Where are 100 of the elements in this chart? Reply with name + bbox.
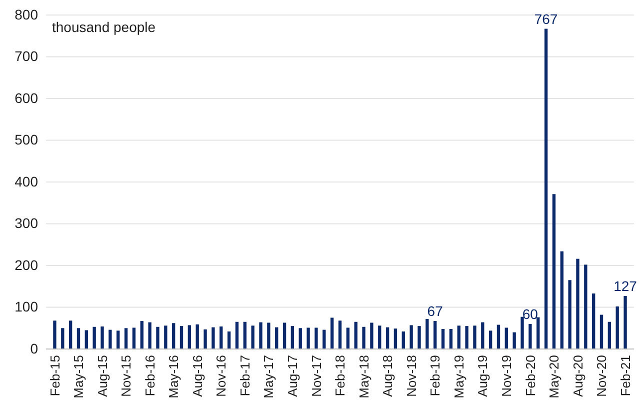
- bar: [227, 331, 231, 349]
- bar: [243, 322, 246, 349]
- bar: [624, 296, 627, 349]
- bar: [488, 330, 492, 349]
- bar: [560, 251, 564, 349]
- data-label: 127: [614, 278, 638, 294]
- bar: [512, 332, 516, 349]
- bar: [220, 326, 223, 349]
- x-tick-label: Feb-20: [522, 355, 538, 396]
- y-tick-label: 300: [14, 215, 38, 232]
- y-tick-label: 700: [14, 48, 38, 64]
- x-tick-label: Aug-16: [190, 355, 205, 397]
- y-axis-title: thousand people: [52, 19, 156, 35]
- bar: [410, 325, 413, 349]
- bar: [481, 322, 484, 349]
- y-tick-label: 500: [14, 132, 38, 148]
- bar: [204, 329, 207, 349]
- bar: [68, 320, 72, 349]
- bar: [528, 324, 532, 349]
- bar: [322, 330, 326, 349]
- bar: [61, 328, 64, 349]
- x-tick-label: Nov-20: [594, 355, 610, 397]
- bar: [426, 318, 429, 349]
- x-tick-label: Nov-18: [404, 355, 419, 397]
- x-tick-label: Aug-18: [380, 355, 396, 397]
- bar: [140, 321, 144, 349]
- bar: [362, 326, 366, 349]
- bar: [370, 322, 374, 349]
- bar: [212, 327, 215, 349]
- bar: [552, 194, 556, 349]
- bar: [267, 322, 270, 349]
- bar: [592, 293, 596, 349]
- x-tick-label: Nov-17: [308, 355, 324, 397]
- bar: [394, 328, 398, 349]
- bar: [354, 322, 358, 349]
- bar: [116, 330, 120, 349]
- x-tick-label: Nov-15: [118, 355, 134, 397]
- bar: [418, 326, 421, 349]
- bar: [576, 258, 580, 349]
- bar: [584, 264, 588, 349]
- data-label: 67: [427, 303, 444, 320]
- x-tick-label: Feb-18: [332, 355, 348, 396]
- bar: [92, 326, 96, 349]
- data-label: 767: [534, 10, 558, 27]
- x-tick-label: Aug-17: [285, 355, 300, 397]
- bar: [290, 326, 294, 349]
- bar: [275, 327, 278, 349]
- bar: [496, 324, 500, 349]
- x-tick-label: Nov-19: [498, 355, 514, 397]
- y-tick-label: 0: [30, 340, 38, 356]
- x-tick-label: Feb-19: [428, 355, 443, 396]
- data-label: 60: [522, 306, 538, 322]
- x-tick-label: Aug-20: [570, 355, 586, 397]
- bar: [84, 330, 88, 349]
- x-tick-label: May-20: [546, 355, 562, 398]
- y-tick-label: 400: [14, 173, 38, 190]
- bar: [148, 322, 152, 349]
- x-tick-label: May-16: [166, 355, 182, 398]
- bar: [196, 324, 199, 349]
- x-tick-label: May-19: [451, 355, 466, 398]
- bar: [108, 330, 112, 349]
- bar: [100, 326, 104, 349]
- bar: [76, 328, 80, 349]
- bar: [53, 320, 56, 349]
- bar: [156, 326, 160, 349]
- bar: [251, 326, 254, 349]
- bar: [132, 328, 136, 349]
- bar: [314, 328, 318, 349]
- bar: [536, 317, 540, 349]
- bar: [449, 328, 453, 349]
- bar: [608, 322, 612, 349]
- x-tick-label: Feb-17: [237, 355, 252, 396]
- x-tick-label: Aug-15: [94, 355, 110, 397]
- bar: [180, 326, 184, 349]
- bar: [504, 328, 508, 349]
- x-tick-label: Feb-21: [618, 355, 633, 396]
- bar: [520, 316, 524, 349]
- y-tick-label: 100: [14, 298, 38, 315]
- x-tick-label: May-18: [356, 355, 372, 398]
- bar: [235, 322, 239, 349]
- bar: [306, 328, 310, 349]
- x-tick-label: May-15: [71, 355, 86, 398]
- bar: [544, 28, 548, 349]
- x-tick-label: Aug-19: [475, 355, 490, 397]
- bar: [600, 314, 604, 349]
- bar: [298, 328, 302, 349]
- bar: [434, 321, 437, 349]
- bar: [124, 328, 128, 349]
- y-tick-label: 800: [14, 6, 38, 22]
- y-tick-label: 600: [14, 90, 38, 106]
- bar: [465, 326, 468, 349]
- bar: [568, 280, 572, 349]
- x-tick-label: Feb-16: [142, 355, 158, 396]
- x-tick-label: Feb-15: [47, 355, 62, 396]
- bar: [473, 326, 476, 349]
- bar: [259, 322, 262, 349]
- bar: [164, 326, 168, 349]
- bar: [338, 320, 342, 349]
- y-tick-label: 200: [14, 256, 38, 273]
- bar: [378, 326, 382, 349]
